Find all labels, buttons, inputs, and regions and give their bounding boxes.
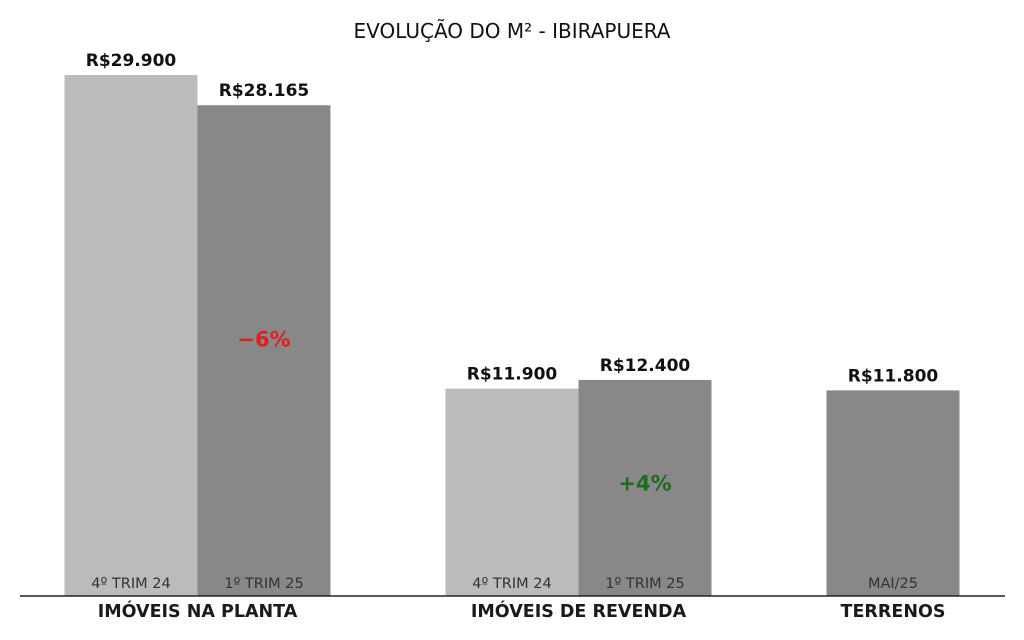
bar-value-label: R$29.900 — [86, 51, 177, 71]
bar — [64, 75, 198, 596]
bar-period-label: MAI/25 — [868, 576, 918, 592]
bar-value-label: R$12.400 — [600, 356, 691, 376]
bar — [826, 390, 960, 596]
chart-title: EVOLUÇÃO DO M² - IBIRAPUERA — [354, 19, 671, 43]
category-label: IMÓVEIS DE REVENDA — [471, 600, 687, 622]
bar-period-label: 1º TRIM 25 — [605, 576, 684, 592]
labels-layer: R$29.900 4º TRIM 24 R$28.165 1º TRIM 25 IMÓV… — [86, 51, 946, 622]
bar-value-label: R$11.800 — [848, 366, 939, 386]
bar-period-label: 4º TRIM 24 — [472, 576, 551, 592]
bar — [197, 105, 331, 597]
category-label: IMÓVEIS NA PLANTA — [98, 600, 298, 622]
bar — [578, 379, 712, 596]
change-percent-label: +4% — [618, 472, 671, 496]
category-label: TERRENOS — [841, 602, 946, 622]
bar-period-label: 1º TRIM 25 — [224, 576, 303, 592]
bar-period-label: 4º TRIM 24 — [91, 576, 170, 592]
bar — [445, 388, 579, 596]
bar-value-label: R$28.165 — [219, 81, 310, 101]
change-percent-label: −6% — [237, 327, 290, 351]
bars-layer — [64, 75, 960, 597]
bar-value-label: R$11.900 — [467, 365, 558, 385]
